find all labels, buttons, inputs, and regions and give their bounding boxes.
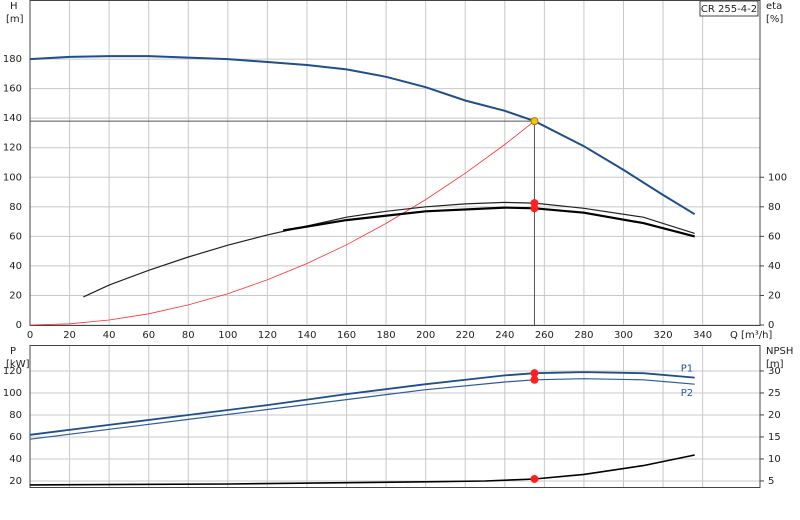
y2-tick-label: 0 bbox=[768, 320, 774, 331]
model-box bbox=[699, 0, 759, 17]
series-line bbox=[283, 206, 695, 238]
y-axis-label: P bbox=[10, 346, 16, 357]
y-tick-label: 60 bbox=[9, 231, 22, 242]
y2-tick-label: 20 bbox=[768, 410, 781, 421]
operating-point bbox=[530, 204, 539, 213]
y2-tick-label: 10 bbox=[768, 454, 781, 465]
y2-tick-label: 100 bbox=[768, 172, 787, 183]
y2-tick-label: 40 bbox=[768, 261, 781, 272]
y-tick-label: 100 bbox=[3, 172, 22, 183]
series-line bbox=[29, 120, 535, 326]
x-tick-label: 80 bbox=[182, 330, 195, 341]
plot-frame bbox=[29, 345, 761, 488]
x-tick-label: 200 bbox=[416, 330, 435, 341]
y-axis-label: H bbox=[10, 1, 18, 12]
y-tick-label: 20 bbox=[9, 476, 22, 487]
model-label: CR 255-4-2 bbox=[701, 4, 757, 15]
series-line bbox=[29, 378, 695, 440]
x-tick-label: 120 bbox=[258, 330, 277, 341]
panel: 0 20 40 60 80 100 120 140 160 180 200 220 240 260 280 3… bbox=[3, 0, 787, 341]
y-tick-label: 120 bbox=[3, 143, 22, 154]
plot-frame bbox=[29, 0, 761, 326]
y2-tick-label: 30 bbox=[768, 366, 781, 377]
y-tick-label: 180 bbox=[3, 54, 22, 65]
x-tick-label: 40 bbox=[103, 330, 116, 341]
operating-point bbox=[530, 117, 539, 126]
y-tick-label: 120 bbox=[3, 366, 22, 377]
y-tick-label: 100 bbox=[3, 388, 22, 399]
plot-background bbox=[30, 345, 760, 487]
panel: 20 40 60 80 100 120 5 10 15 20 25 30 P [kW] NPSH [m] P1 P… bbox=[3, 345, 793, 488]
x-tick-label: 20 bbox=[63, 330, 76, 341]
x-tick-label: 280 bbox=[574, 330, 593, 341]
y-tick-label: 20 bbox=[9, 290, 22, 301]
y-tick-label: 40 bbox=[9, 261, 22, 272]
x-tick-label: 320 bbox=[654, 330, 673, 341]
y-tick-label: 160 bbox=[3, 84, 22, 95]
y-tick-label: 80 bbox=[9, 202, 22, 213]
y2-axis-label: NPSH bbox=[766, 346, 793, 357]
x-tick-label: 0 bbox=[27, 330, 33, 341]
y-tick-label: 40 bbox=[9, 454, 22, 465]
y-axis-unit: [kW] bbox=[6, 359, 30, 370]
x-tick-label: 240 bbox=[495, 330, 514, 341]
series-line bbox=[29, 55, 696, 216]
y2-tick-label: 15 bbox=[768, 432, 781, 443]
y-tick-label: 0 bbox=[16, 320, 22, 331]
series-line bbox=[83, 201, 695, 298]
x-tick-label: 180 bbox=[377, 330, 396, 341]
y-axis-unit: [m] bbox=[6, 14, 24, 25]
x-tick-label: 60 bbox=[142, 330, 155, 341]
series-label: P1 bbox=[681, 364, 693, 375]
x-tick-label: 140 bbox=[297, 330, 316, 341]
y2-tick-label: 25 bbox=[768, 388, 781, 399]
y2-tick-label: 20 bbox=[768, 290, 781, 301]
x-tick-label: 260 bbox=[535, 330, 554, 341]
y-tick-label: 60 bbox=[9, 432, 22, 443]
x-tick-label: 160 bbox=[337, 330, 356, 341]
x-tick-label: 100 bbox=[218, 330, 237, 341]
y2-tick-label: 60 bbox=[768, 231, 781, 242]
series-line bbox=[29, 371, 695, 436]
x-tick-label: 300 bbox=[614, 330, 633, 341]
series-line bbox=[29, 454, 695, 486]
y2-tick-label: 80 bbox=[768, 202, 781, 213]
series-label: P2 bbox=[681, 388, 693, 399]
operating-point bbox=[530, 474, 539, 483]
y2-axis-unit: [m] bbox=[766, 359, 784, 370]
y2-axis-label: eta bbox=[766, 1, 782, 12]
operating-point bbox=[530, 375, 539, 384]
y-tick-label: 140 bbox=[3, 113, 22, 124]
x-tick-label: 340 bbox=[693, 330, 712, 341]
y-tick-label: 80 bbox=[9, 410, 22, 421]
x-axis-label: Q [m³/h] bbox=[730, 330, 772, 341]
plot-background bbox=[30, 0, 760, 325]
x-tick-label: 220 bbox=[456, 330, 475, 341]
y2-axis-unit: [%] bbox=[766, 14, 783, 25]
operating-point bbox=[530, 369, 539, 378]
y2-tick-label: 5 bbox=[768, 476, 774, 487]
